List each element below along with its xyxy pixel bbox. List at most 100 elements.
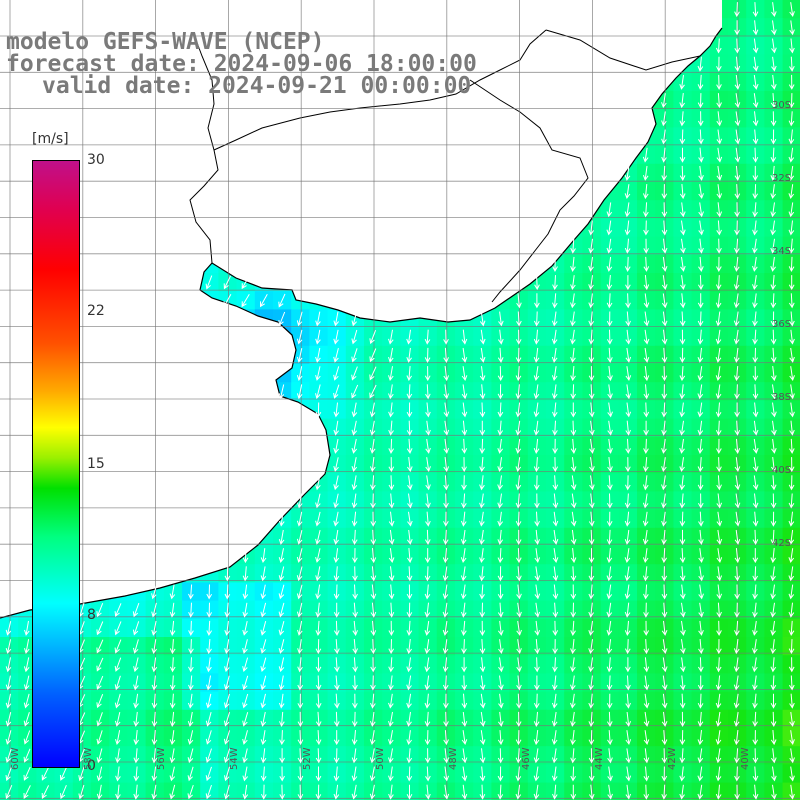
wind-arrow	[370, 620, 377, 636]
wind-arrow	[624, 511, 631, 527]
wind-arrow	[424, 657, 431, 673]
wind-arrow	[443, 475, 449, 491]
wind-arrow	[406, 711, 412, 727]
wind-arrow	[406, 675, 412, 691]
wind-arrow	[680, 639, 686, 655]
wind-arrow	[752, 238, 758, 254]
wind-arrow	[752, 184, 759, 200]
wind-arrow	[442, 602, 449, 618]
wind-arrow	[752, 56, 759, 72]
wind-arrow	[296, 347, 303, 363]
wind-arrow	[388, 384, 394, 400]
wind-arrow	[260, 784, 267, 800]
wind-arrow	[661, 202, 668, 218]
wind-arrow	[351, 711, 358, 727]
wind-arrow	[642, 475, 649, 491]
wind-arrow	[279, 766, 285, 782]
wind-arrow	[679, 402, 685, 418]
lon-label: 44W	[594, 747, 605, 770]
wind-arrow	[115, 748, 121, 764]
wind-arrow	[206, 675, 212, 691]
wind-arrow	[515, 347, 522, 363]
wind-arrow	[570, 366, 576, 382]
wind-arrow	[424, 620, 431, 636]
wind-arrow	[460, 584, 467, 600]
wind-arrow	[96, 657, 104, 672]
wind-arrow	[352, 566, 358, 582]
wind-arrow	[661, 256, 668, 272]
wind-arrow	[588, 402, 595, 418]
wind-arrow	[715, 366, 722, 382]
wind-arrow	[497, 584, 504, 600]
wind-arrow	[516, 657, 522, 673]
wind-arrow	[443, 438, 450, 454]
wind-arrow	[661, 347, 668, 363]
wind-arrow	[643, 220, 649, 236]
wind-arrow	[5, 675, 12, 691]
wind-arrow	[697, 329, 704, 345]
wind-arrow	[606, 584, 613, 600]
wind-arrow	[698, 202, 704, 218]
wind-arrow	[515, 438, 522, 454]
wind-arrow	[679, 438, 685, 454]
wind-arrow	[643, 457, 649, 473]
wind-arrow	[369, 784, 376, 800]
wind-arrow	[697, 402, 704, 418]
wind-arrow	[315, 529, 321, 545]
wind-arrow	[296, 384, 303, 400]
wind-arrow	[552, 511, 559, 527]
wind-arrow	[479, 766, 486, 782]
wind-arrow	[333, 566, 340, 582]
wind-arrow	[96, 748, 103, 764]
wind-arrow	[315, 366, 321, 381]
wind-arrow	[588, 275, 594, 291]
wind-arrow	[607, 366, 613, 382]
wind-arrow	[115, 730, 121, 746]
wind-arrow	[607, 784, 613, 800]
wind-arrow	[242, 693, 249, 709]
wind-arrow	[334, 675, 340, 691]
wind-arrow	[533, 784, 540, 800]
wind-arrow	[479, 511, 485, 527]
wind-arrow	[606, 675, 613, 691]
wind-arrow	[388, 657, 394, 673]
wind-arrow	[425, 384, 431, 400]
wind-arrow	[680, 602, 686, 618]
land-mask	[0, 0, 722, 618]
wind-arrow	[734, 475, 741, 491]
wind-arrow	[388, 730, 394, 746]
wind-arrow	[96, 675, 104, 690]
wind-arrow	[96, 639, 104, 654]
wind-arrow	[642, 147, 649, 163]
wind-arrow	[770, 111, 777, 127]
title-model: modelo GEFS-WAVE (NCEP)	[6, 29, 325, 55]
wind-arrow	[643, 784, 650, 800]
wind-arrow	[533, 766, 540, 782]
wind-arrow	[187, 784, 194, 800]
wind-arrow	[424, 584, 431, 600]
wind-arrow	[370, 475, 376, 491]
wind-arrow	[169, 711, 176, 727]
wind-arrow	[406, 548, 413, 564]
wind-arrow	[606, 493, 613, 509]
wind-arrow	[788, 147, 795, 163]
wind-arrow	[534, 566, 541, 582]
wind-arrow	[570, 511, 577, 527]
wind-arrow	[442, 657, 449, 673]
wind-arrow	[625, 675, 631, 691]
wind-arrow	[278, 566, 285, 582]
wind-arrow	[315, 766, 322, 782]
wind-arrow	[188, 675, 194, 691]
wind-arrow	[443, 402, 450, 418]
wind-arrow	[479, 402, 486, 418]
wind-arrow	[223, 730, 231, 745]
wind-arrow	[752, 256, 758, 272]
wind-arrow	[333, 457, 339, 472]
wind-arrow	[752, 293, 758, 309]
wind-arrow	[770, 511, 777, 527]
wind-arrow	[369, 330, 377, 345]
wind-arrow	[461, 711, 468, 727]
wind-arrow	[461, 693, 468, 709]
wind-arrow	[570, 329, 576, 345]
wind-arrow	[424, 639, 431, 655]
